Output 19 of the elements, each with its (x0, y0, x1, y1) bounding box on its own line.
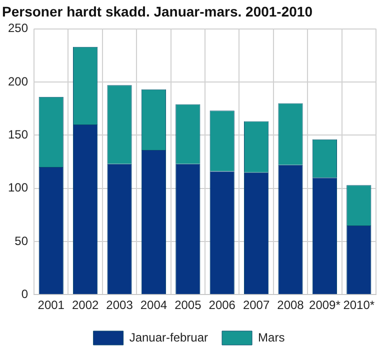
x-tick-label: 2001 (38, 298, 65, 312)
y-tick-label: 150 (8, 127, 28, 142)
x-tick-label: 2010* (343, 298, 375, 312)
y-tick-label: 100 (8, 180, 28, 195)
x-tick-label: 2008 (277, 298, 304, 312)
x-tick-label: 2002 (72, 298, 99, 312)
x-tick-label: 2006 (208, 298, 236, 312)
x-tick-label: 2005 (174, 298, 202, 312)
x-tick-label: 2007 (242, 298, 270, 312)
y-tick-label: 50 (14, 234, 28, 248)
y-tick-label: 250 (8, 21, 28, 36)
y-tick-label: 200 (8, 74, 28, 88)
chart-title: Personer hardt skadd. Januar-mars. 2001-2010 (2, 3, 313, 20)
y-tick-label: 0 (21, 286, 28, 301)
x-tick-label: 2004 (140, 298, 168, 312)
x-tick-label: 2009* (309, 298, 341, 312)
legend-label: Januar-februar (129, 330, 208, 344)
legend-label: Mars (258, 330, 285, 344)
x-tick-label: 2003 (106, 298, 134, 312)
